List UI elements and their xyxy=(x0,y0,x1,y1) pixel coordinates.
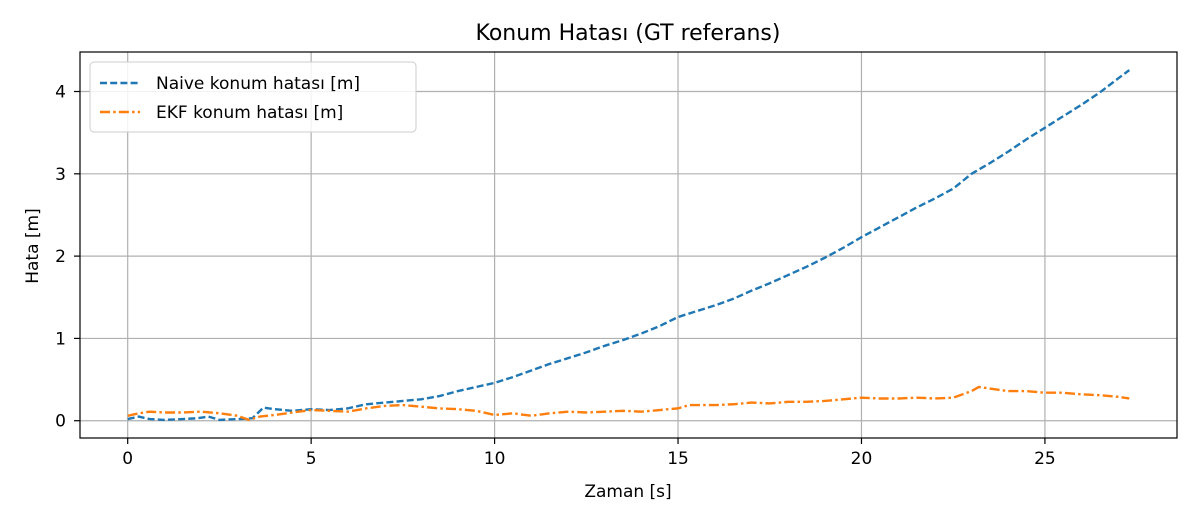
x-tick-label: 25 xyxy=(1034,449,1056,469)
y-tick-label: 0 xyxy=(55,412,66,432)
chart-title: Konum Hatası (GT referans) xyxy=(476,21,781,46)
legend-label: Naive konum hatası [m] xyxy=(156,74,360,94)
series-line-2 xyxy=(127,385,1130,422)
y-tick-label: 2 xyxy=(55,247,66,267)
legend-label: EKF konum hatası [m] xyxy=(156,103,343,123)
y-tick-label: 3 xyxy=(55,165,66,185)
x-tick-label: 5 xyxy=(306,449,317,469)
legend-box xyxy=(89,61,417,133)
legend: Naive konum hatası [m] EKF konum hatası [… xyxy=(89,61,417,133)
x-axis-label: Zaman [s] xyxy=(584,482,671,502)
series-layer xyxy=(127,69,1131,422)
x-tick-label: 10 xyxy=(484,449,506,469)
y-tick-label: 1 xyxy=(55,329,66,349)
x-tick-label: 15 xyxy=(667,449,689,469)
y-tick-label: 4 xyxy=(55,83,66,103)
x-tick-label: 0 xyxy=(122,449,133,469)
series-line-1 xyxy=(127,69,1131,422)
axis-ticks: 0 5 10 15 20 25 0 1 2 3 4 xyxy=(55,83,1056,469)
plot-frame xyxy=(79,51,1178,439)
x-tick-label: 20 xyxy=(851,449,873,469)
y-axis-label: Hata [m] xyxy=(23,208,43,284)
